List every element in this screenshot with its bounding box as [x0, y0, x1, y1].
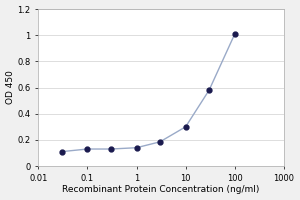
Y-axis label: OD 450: OD 450 [6, 71, 15, 104]
X-axis label: Recombinant Protein Concentration (ng/ml): Recombinant Protein Concentration (ng/ml… [62, 185, 260, 194]
